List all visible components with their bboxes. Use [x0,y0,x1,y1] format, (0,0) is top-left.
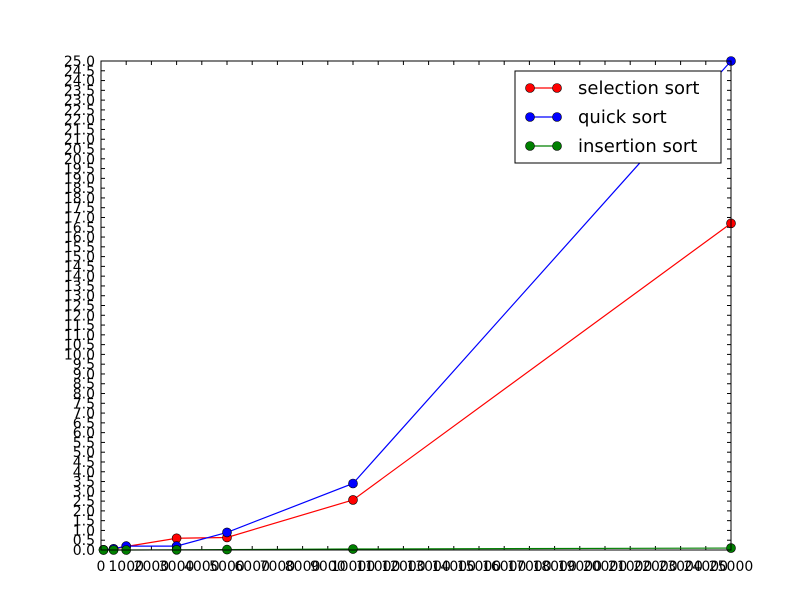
x-tick-label: 18000 [532,559,577,575]
x-tick-label: 9000 [310,559,346,575]
y-tick-label: 19.0 [64,171,95,187]
y-tick-label: 14.0 [64,269,95,285]
y-tick-label: 6.0 [73,426,95,442]
y-tick-label: 12.5 [64,299,95,315]
x-tick-label: 16000 [482,559,527,575]
y-tick-label: 11.5 [64,318,95,334]
x-tick-label: 19000 [558,559,603,575]
legend-marker [552,112,562,122]
legend-marker [552,141,562,151]
y-tick-label: 16.5 [64,220,95,236]
legend-marker [525,112,535,122]
data-point [348,478,358,489]
x-tick-label: 17000 [507,559,552,575]
y-tick-label: 20.5 [64,142,95,158]
data-point [348,544,358,554]
y-tick-label: 21.5 [64,122,95,138]
y-tick-label: 12.0 [64,308,95,324]
x-tick-label: 0 [97,559,106,575]
x-tick-label: 22000 [633,559,678,575]
x-tick-label: 1000 [108,559,144,575]
x-tick-label: 7000 [260,559,296,575]
x-tick-label: 15000 [457,559,502,575]
y-tick-label: 9.5 [73,357,95,373]
y-tick-label: 23.0 [64,93,95,109]
y-tick-label: 15.5 [64,240,95,256]
legend: selection sort quick sort insertion sort [514,70,722,164]
y-tick-label: 18.0 [64,191,95,207]
y-tick-label: 13.0 [64,289,95,305]
x-tick-label: 13000 [406,559,451,575]
y-tick-label: 9.0 [73,367,95,383]
y-tick-label: 1.5 [73,514,95,530]
y-tick-label: 24.0 [64,74,95,90]
y-tick-label: 21.0 [64,132,95,148]
y-tick-label: 22.0 [64,113,95,129]
y-tick-label: 7.5 [73,396,95,412]
legend-marker [525,141,535,151]
legend-item: quick sort [525,107,667,128]
y-tick-label: 10.5 [64,338,95,354]
y-tick-label: 2.5 [73,494,95,510]
y-tick-label: 11.0 [64,328,95,344]
y-tick-label: 23.5 [64,83,95,99]
y-tick-label: 3.0 [73,484,95,500]
y-tick-label: 18.5 [64,181,95,197]
legend-marker [552,83,562,93]
x-tick-label: 3000 [159,559,195,575]
x-tick-label: 11000 [356,559,401,575]
y-tick-label: 5.0 [73,445,95,461]
legend-label: selection sort [578,78,699,99]
y-tick-label: 15.0 [64,250,95,266]
x-tick-label: 2000 [134,559,170,575]
x-tick-label: 20000 [583,559,628,575]
y-tick-label: 2.0 [73,504,95,520]
x-tick-label: 4000 [184,559,220,575]
y-tick-label: 0.5 [73,533,95,549]
legend-item: selection sort [525,78,699,99]
y-tick-label: 19.5 [64,162,95,178]
x-tick-label: 14000 [432,559,477,575]
x-tick-label: 23000 [658,559,703,575]
x-tick-label: 8000 [285,559,321,575]
y-tick-label: 10.0 [64,347,95,363]
y-tick-label: 24.5 [64,64,95,80]
y-tick-label: 3.5 [73,475,95,491]
y-tick-label: 17.0 [64,210,95,226]
y-tick-label: 13.5 [64,279,95,295]
legend-label: quick sort [578,107,667,128]
y-tick-label: 25.0 [64,54,95,70]
legend-marker [525,83,535,93]
tick-layer: 0 100020003000400050006000700080009000100… [64,54,753,575]
y-tick-label: 4.5 [73,455,95,471]
x-tick-label: 5000 [209,559,245,575]
y-tick-label: 20.0 [64,152,95,168]
y-tick-label: 0.0 [73,543,95,559]
x-tick-label: 10000 [331,559,376,575]
y-tick-label: 6.5 [73,416,95,432]
y-tick-label: 5.5 [73,435,95,451]
x-tick-label: 24000 [684,559,729,575]
x-tick-label: 21000 [608,559,653,575]
y-tick-label: 8.0 [73,387,95,403]
y-tick-label: 14.5 [64,259,95,275]
y-tick-label: 4.0 [73,465,95,481]
data-point [348,495,358,505]
y-tick-label: 16.0 [64,230,95,246]
y-tick-label: 1.0 [73,523,95,539]
y-tick-label: 17.5 [64,201,95,217]
y-tick-label: 22.5 [64,103,95,119]
y-tick-label: 7.0 [73,406,95,422]
plot-frame [100,60,732,551]
legend-item: insertion sort [525,136,697,157]
x-tick-label: 6000 [234,559,270,575]
legend-label: insertion sort [578,136,697,157]
y-tick-label: 8.5 [73,377,95,393]
x-tick-label: 12000 [381,559,426,575]
data-point [222,527,232,538]
x-tick-label: 25000 [709,559,754,575]
